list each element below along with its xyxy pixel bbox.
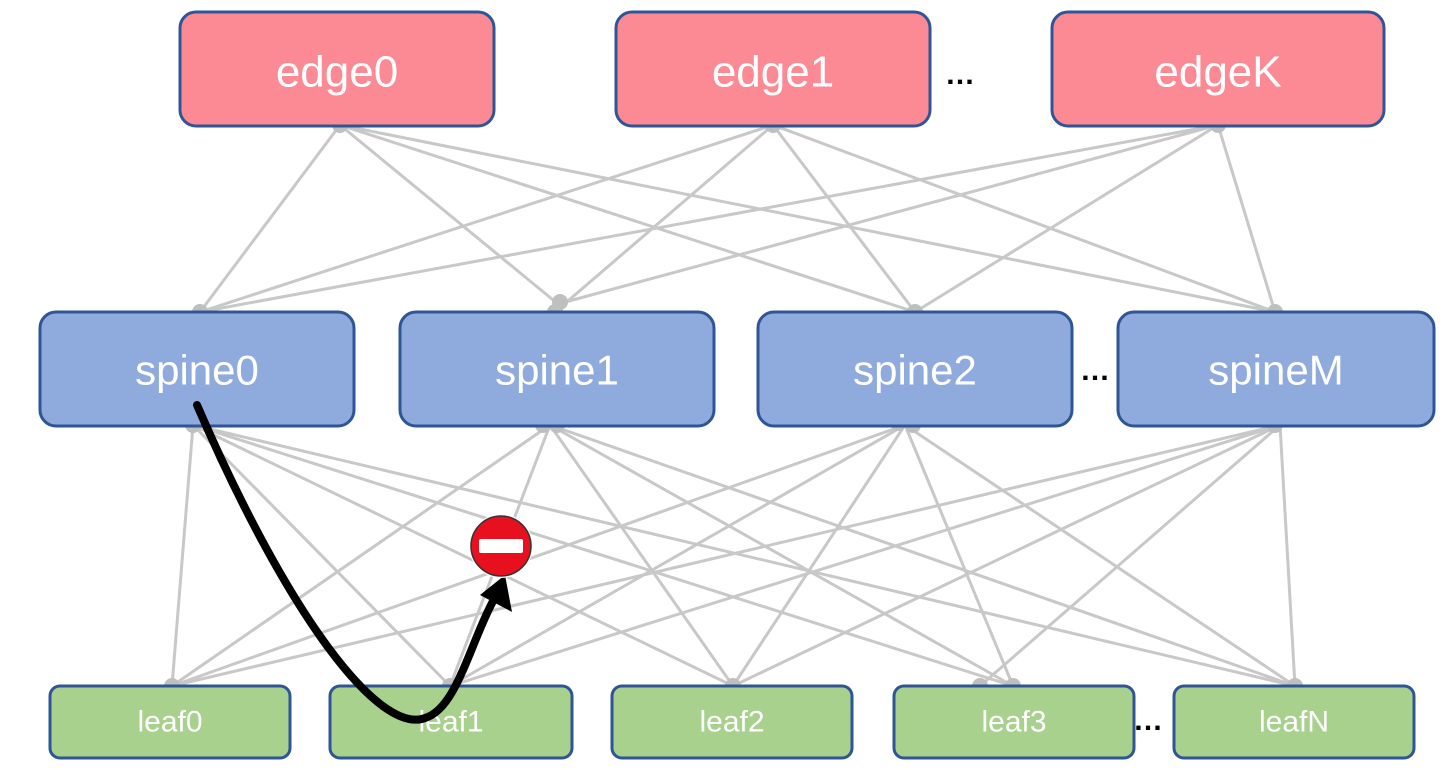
link [1278,424,1297,687]
link [191,423,452,688]
link [732,423,1281,688]
node-label: spineM [1208,347,1343,394]
arrowhead-icon [480,575,512,612]
link [554,123,774,314]
edge-node[interactable]: edgeK [1050,10,1386,128]
ellipsis: … [945,58,975,91]
node-label: leafN [1259,706,1329,739]
port-dot [552,294,568,310]
node-label: leaf2 [699,706,764,739]
link [170,424,195,687]
leaf-node[interactable]: leaf3 [892,684,1136,760]
link [192,423,734,688]
link [979,423,1281,688]
link [771,124,917,313]
node-label: leaf3 [981,706,1046,739]
edge-node[interactable]: edge0 [178,10,496,128]
edge-spine-links [198,123,1277,314]
spine-leaf-links [170,423,1297,688]
spine-node[interactable]: spine0 [38,310,356,428]
link [199,123,1219,314]
link [904,423,1296,688]
spine-row: spine0 spine1 spine2 … spineM [38,310,1436,428]
link [548,424,735,687]
node-label: spine0 [135,347,259,394]
ellipsis: … [1080,354,1110,387]
link [731,424,907,687]
no-entry-icon [469,514,533,578]
ellipsis: … [1133,704,1163,737]
link [192,423,1296,688]
node-label: spine1 [495,347,619,394]
link [449,423,906,688]
link [914,123,1219,314]
node-label: spine2 [853,347,977,394]
leaf-row: leaf0 leaf1 leaf2 leaf3 … leafN [48,684,1416,760]
link [557,123,1219,306]
edge-row: edge0 edge1 … edgeK [178,10,1386,128]
node-label: leaf1 [418,706,483,739]
edge-node[interactable]: edge1 [614,10,932,128]
leaf-node[interactable]: leaf0 [48,684,292,760]
leaf-node[interactable]: leaf2 [610,684,854,760]
link [339,123,1276,314]
spine-node[interactable]: spine2 [756,310,1074,428]
link [171,423,906,688]
spine-node[interactable]: spineM [1116,310,1436,428]
link [339,123,916,314]
leaf-node[interactable]: leafN [1172,684,1416,760]
node-label: leaf0 [137,706,202,739]
node-label: edgeK [1154,48,1281,97]
link [549,423,1296,688]
link [903,424,1015,687]
link [549,423,1014,688]
spine-node[interactable]: spine1 [398,310,716,428]
link [199,123,774,314]
traffic-path-arrow [193,401,502,724]
link [1216,124,1277,313]
link [192,423,1014,688]
link [171,423,551,688]
node-label: edge0 [276,48,398,97]
link [772,123,1276,314]
link [339,123,559,306]
link [171,423,1281,688]
link [449,423,1281,688]
node-label: edge1 [712,48,834,97]
link [198,124,342,313]
